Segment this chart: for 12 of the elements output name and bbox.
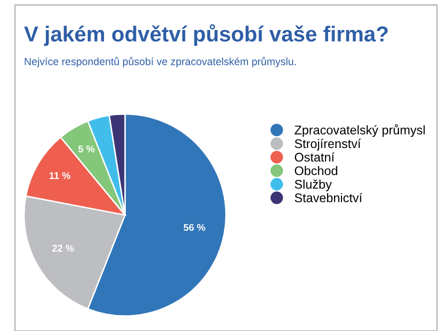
legend-label: Strojírenství [294,138,361,151]
data-label: 5 % [78,146,95,152]
legend-label: Služby [294,180,332,192]
data-label: 11 % [50,172,70,180]
legend-label: Stavebnictví [294,192,362,202]
legend-label: Ostatní [294,152,334,162]
chart-title: V jakém odvětví působí vaše firma? [24,24,388,46]
legend-label: Zpracovatelský průmysl [294,124,425,137]
chart-subtitle: Nejvíce respondentů působí ve zpracovatelském průmyslu. [24,56,296,68]
data-label: 56 % [184,224,206,231]
data-label: 22 % [52,244,74,252]
legend-label: Obchod [294,166,338,176]
